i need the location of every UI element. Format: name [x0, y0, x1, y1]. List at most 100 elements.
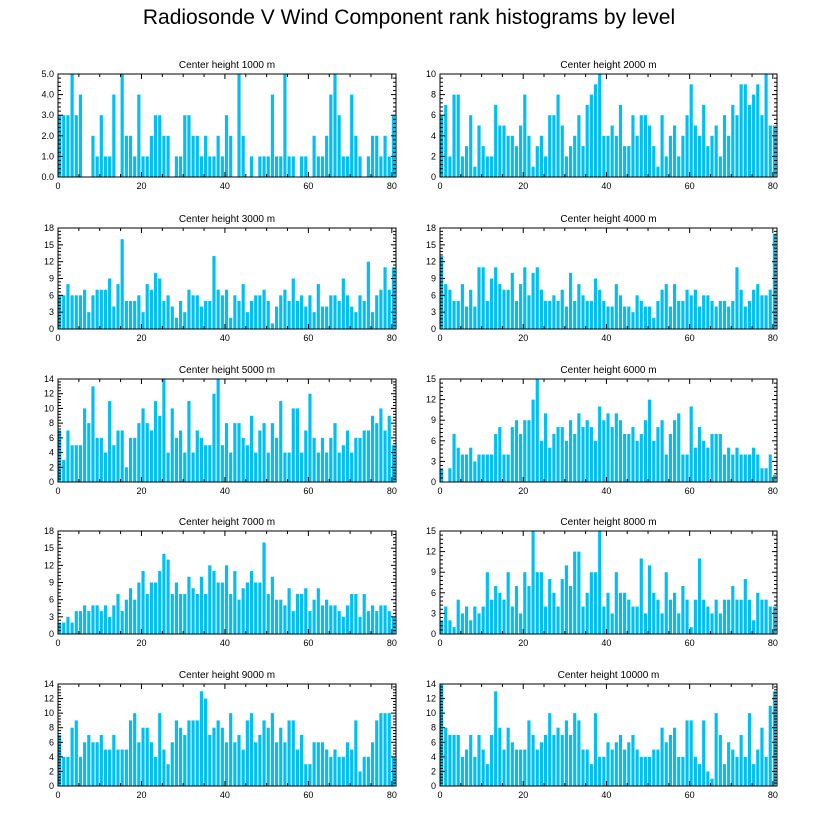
histogram-bar [162, 749, 166, 786]
y-tick-label: 9 [49, 578, 54, 588]
histogram-bar [556, 300, 560, 329]
histogram-bar [58, 430, 62, 482]
x-tick-label: 60 [685, 790, 695, 800]
histogram-bar [370, 742, 375, 786]
histogram-bar [714, 306, 718, 329]
histogram-bar [623, 146, 627, 177]
histogram-bar [498, 125, 502, 177]
y-tick-label: 9 [431, 274, 436, 284]
histogram-bar [158, 415, 162, 482]
histogram-bar [366, 756, 370, 786]
x-tick-label: 40 [220, 638, 230, 648]
histogram-bar [337, 756, 341, 786]
histogram-bar [99, 115, 103, 177]
histogram-bar [652, 317, 656, 329]
histogram-bar [731, 749, 735, 786]
histogram-bar [710, 300, 714, 329]
histogram-bar [481, 454, 485, 482]
x-tick-label: 20 [136, 486, 146, 496]
histogram-bar [627, 306, 631, 329]
y-tick-label: 6 [431, 436, 436, 446]
histogram-bar [274, 599, 279, 634]
histogram-bar [689, 84, 693, 177]
histogram-bar [99, 289, 103, 329]
histogram-bar [128, 437, 133, 482]
y-tick-label: 18 [44, 526, 54, 536]
histogram-bar [548, 447, 552, 482]
histogram-bar [456, 300, 460, 329]
histogram-bar [112, 735, 116, 786]
histogram-bar [103, 289, 108, 329]
histogram-bar [689, 720, 693, 786]
x-tick-label: 20 [518, 333, 528, 343]
histogram-bar [643, 306, 648, 329]
histogram-bar [266, 300, 270, 329]
histogram-bar [618, 735, 623, 786]
histogram-bar [677, 300, 681, 329]
histogram-bar [195, 135, 199, 177]
histogram-bar [99, 611, 103, 634]
histogram-bar [291, 611, 295, 634]
histogram-bar [220, 156, 224, 177]
histogram-bar [341, 156, 345, 177]
histogram-bar [249, 415, 254, 482]
histogram-bar [333, 749, 337, 786]
histogram-bar [249, 571, 254, 634]
x-tick-label: 0 [437, 181, 442, 191]
histogram-panel: Center height 9000 m 0 20 40 60 80 0 2 4 6 8 10 12 14 [44, 670, 397, 800]
histogram-bar [112, 605, 116, 634]
histogram-bar [593, 440, 598, 482]
histogram-bar [718, 156, 722, 177]
histogram-bar [510, 135, 514, 177]
histogram-bar [697, 306, 702, 329]
histogram-bar [295, 408, 300, 482]
histogram-bar [337, 611, 341, 634]
histogram-bar [510, 272, 514, 329]
histogram-bar [710, 135, 714, 177]
histogram-bar [337, 452, 341, 482]
histogram-bar [510, 427, 514, 482]
histogram-bar [573, 433, 577, 482]
histogram-bar [112, 445, 116, 482]
histogram-bar [83, 289, 87, 329]
histogram-bar [212, 727, 216, 786]
histogram-bar [731, 585, 735, 634]
y-tick-label: 3.0 [41, 110, 54, 120]
histogram-bar [379, 408, 383, 482]
histogram-bar [660, 420, 664, 482]
histogram-bar [149, 289, 153, 329]
histogram-bar [70, 727, 74, 786]
y-tick-label: 0 [431, 629, 436, 639]
histogram-bar [283, 74, 287, 177]
x-tick-label: 60 [685, 486, 695, 496]
histogram-bar [581, 749, 585, 786]
histogram-bar [95, 156, 99, 177]
histogram-bar [589, 300, 593, 329]
histogram-bar [514, 749, 519, 786]
histogram-bar [183, 452, 187, 482]
histogram-bar [108, 278, 112, 329]
panel-title: Center height 8000 m [560, 517, 656, 528]
x-tick-label: 0 [437, 790, 442, 800]
histogram-bar [95, 289, 99, 329]
histogram-bar [635, 606, 639, 634]
histogram-bar [375, 135, 379, 177]
histogram-bar [208, 735, 212, 786]
histogram-bar [258, 735, 262, 786]
histogram-bar [362, 593, 366, 634]
histogram-bar [573, 300, 577, 329]
histogram-bar [266, 593, 270, 634]
histogram-bar [179, 593, 183, 634]
y-tick-label: 6 [49, 433, 54, 443]
histogram-bar [697, 558, 702, 634]
histogram-bar [262, 289, 266, 329]
histogram-bar [710, 778, 714, 786]
histogram-bar [714, 599, 718, 634]
histogram-bar [153, 756, 158, 786]
histogram-bar [70, 295, 74, 329]
histogram-bar [204, 593, 208, 634]
histogram-bar [531, 531, 535, 634]
histogram-bar [631, 427, 635, 482]
histogram-bar [108, 156, 112, 177]
histogram-bar [224, 742, 229, 786]
